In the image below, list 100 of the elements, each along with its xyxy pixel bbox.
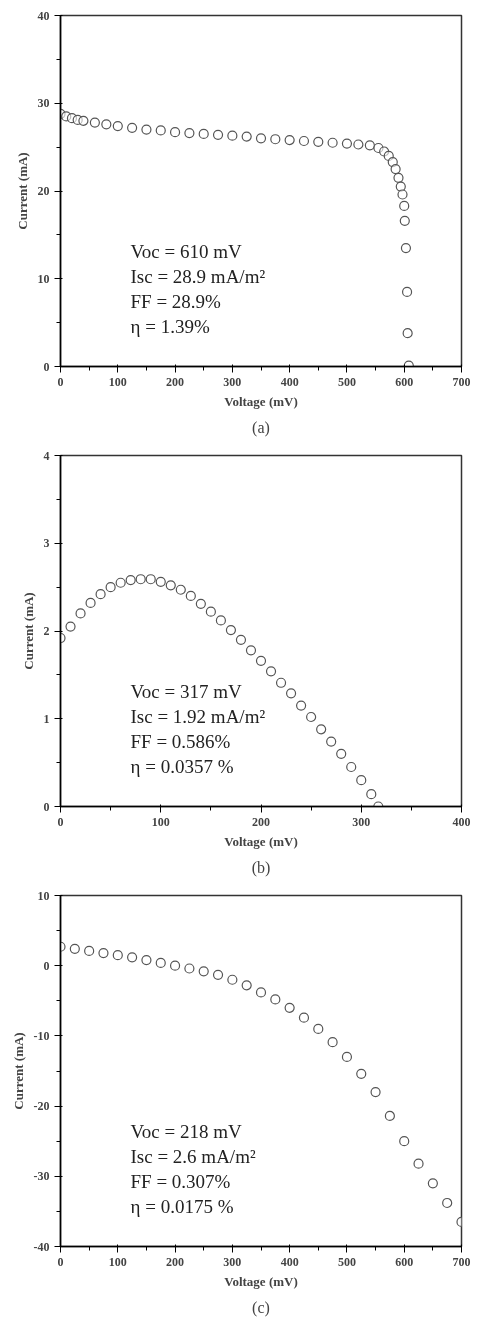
point (141, 954, 152, 966)
point (235, 634, 247, 645)
x-tick-label: 200 (166, 1254, 185, 1269)
point (105, 582, 116, 593)
x-tick-label: 300 (223, 1254, 242, 1269)
text: (b) (251, 858, 271, 877)
point (241, 980, 252, 991)
point (356, 1068, 367, 1079)
x-axis-title: Voltage (mV) (224, 393, 298, 409)
y-axis-title: Current (mA) (14, 152, 30, 230)
y-tick-label: 10 (37, 271, 50, 286)
point (212, 129, 224, 140)
point (169, 127, 181, 138)
point (413, 1158, 424, 1169)
point (370, 1086, 381, 1098)
y-tick-label: 0 (43, 359, 50, 374)
annotation: Isc = 28.9 mA/m² (130, 265, 266, 287)
x-tick-label: 300 (223, 374, 242, 389)
point (399, 200, 410, 212)
x-tick-label: 500 (337, 1254, 356, 1269)
point (198, 966, 209, 977)
y-tick-label: 2 (43, 624, 50, 638)
point (145, 574, 156, 585)
point (346, 761, 357, 773)
y-tick-label: -30 (33, 1169, 50, 1184)
point (101, 119, 112, 130)
point (366, 789, 377, 800)
point (298, 135, 310, 147)
point (285, 688, 297, 699)
y-tick-label: 3 (43, 536, 50, 551)
annotation: η = 0.0357 % (130, 755, 234, 777)
point (390, 163, 401, 175)
point (270, 994, 281, 1005)
x-tick-label: 300 (352, 814, 371, 829)
point (135, 574, 146, 585)
point (198, 128, 209, 140)
point (356, 775, 367, 786)
point (98, 947, 109, 959)
annotation: η = 1.39% (130, 315, 210, 337)
y-tick-label: -10 (33, 1028, 50, 1043)
point (275, 677, 287, 688)
point (353, 139, 364, 150)
point (326, 736, 337, 747)
y-tick-label: 0 (43, 799, 50, 814)
y-tick-label: 40 (37, 8, 50, 23)
point (75, 608, 86, 619)
point (212, 969, 224, 980)
y-tick-label: 20 (37, 184, 50, 198)
x-tick-label: 700 (452, 1254, 471, 1269)
x-tick-label: 100 (151, 814, 170, 829)
point (395, 181, 406, 192)
point (155, 576, 166, 587)
point (265, 666, 277, 677)
point (442, 1197, 453, 1209)
y-tick-label: 4 (43, 448, 50, 463)
point (327, 1037, 338, 1048)
point (184, 963, 195, 974)
x-axis-title: Voltage (mV) (224, 1273, 298, 1289)
point (402, 328, 413, 339)
point (393, 172, 404, 183)
point (313, 1023, 324, 1034)
point (155, 957, 166, 968)
point (184, 127, 195, 139)
point (397, 189, 408, 200)
annotation: Voc = 218 mV (130, 1120, 242, 1142)
annotation: Voc = 610 mV (130, 240, 242, 262)
x-axis-title: Voltage (mV) (224, 833, 298, 849)
x-tick-label: 200 (252, 814, 270, 829)
point (284, 1002, 295, 1013)
point (169, 960, 181, 971)
annotation: Voc = 317 mV (130, 680, 242, 702)
point (89, 117, 100, 128)
point (175, 584, 186, 595)
x-tick-label: 100 (108, 374, 127, 389)
point (364, 140, 375, 151)
x-tick-label: 100 (108, 1254, 127, 1269)
point (384, 1110, 395, 1122)
point (245, 645, 257, 656)
annotation: FF = 28.9% (130, 290, 222, 312)
y-tick-label: 30 (37, 96, 50, 111)
x-tick-label: 400 (280, 1254, 299, 1269)
point (78, 115, 89, 126)
point (341, 138, 353, 149)
point (401, 286, 413, 297)
point (316, 724, 327, 735)
point (65, 621, 76, 632)
point (399, 215, 410, 226)
point (127, 952, 138, 963)
x-tick-label: 0 (57, 374, 64, 389)
point (241, 131, 252, 142)
point (195, 598, 206, 609)
y-tick-label: -40 (33, 1239, 50, 1254)
y-tick-label: -20 (33, 1099, 50, 1114)
y-tick-label: 1 (43, 711, 50, 726)
point (313, 136, 324, 147)
x-tick-label: 700 (452, 374, 471, 389)
point (115, 577, 126, 588)
point (400, 242, 412, 254)
x-tick-label: 400 (452, 814, 471, 829)
point (296, 700, 307, 711)
